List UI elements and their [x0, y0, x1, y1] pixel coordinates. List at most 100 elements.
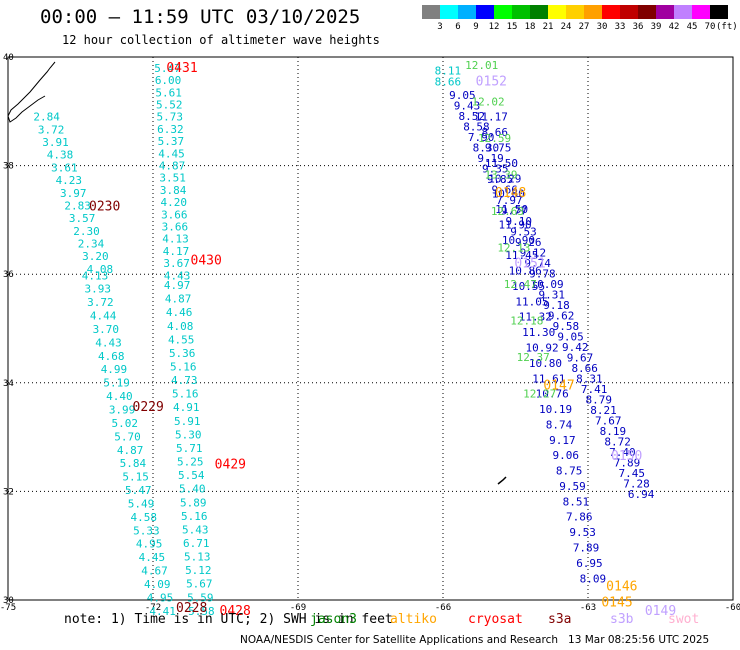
wave-height-value: 7.89: [614, 457, 641, 470]
colorbar-cell: [674, 5, 692, 19]
wave-height-value: 5.37: [158, 135, 185, 148]
wave-height-value: 7.89: [573, 542, 600, 555]
wave-height-value: 9.74: [524, 257, 551, 270]
wave-height-value: 7.45: [619, 467, 646, 480]
chart-title: 00:00 – 11:59 UTC 03/10/2025: [40, 6, 361, 28]
wave-height-value: 9.26: [515, 236, 542, 249]
wave-height-value: 2.83: [64, 199, 91, 212]
wave-height-value: 7.90: [468, 131, 495, 144]
wave-height-value: 5.33: [133, 524, 160, 537]
x-tick-label: -75: [0, 603, 16, 613]
pass-time-label: 0149: [645, 604, 676, 619]
colorbar-cell: [476, 5, 494, 19]
wave-height-value: 7.41: [581, 383, 608, 396]
wave-height-value: 4.58: [130, 511, 157, 524]
wave-height-value: 5.25: [177, 456, 204, 469]
wave-height-value: 5.47: [154, 62, 181, 75]
wave-height-value: 5.36: [169, 347, 196, 360]
wave-height-value: 4.46: [166, 306, 193, 319]
wave-height-value: 4.44: [90, 310, 117, 323]
wave-height-value: 3.20: [82, 250, 109, 263]
colorbar-cell: [656, 5, 674, 19]
wave-height-value: 3.66: [161, 208, 188, 221]
wave-height-value: 9.67: [567, 352, 594, 365]
pass-time-label: 0148: [495, 186, 526, 201]
wave-height-value: 4.43: [164, 269, 191, 282]
wave-height-value: 3.51: [159, 172, 186, 185]
wave-height-value: 9.78: [529, 268, 556, 281]
colorbar-label: 39: [650, 22, 662, 32]
wave-height-value: 3.66: [162, 220, 189, 233]
wave-height-value: 9.77: [501, 205, 528, 218]
wave-height-value: 5.71: [176, 442, 203, 455]
colorbar-label: 30: [596, 22, 608, 32]
x-tick-label: -63: [580, 603, 596, 613]
wave-height-value: 9.42: [562, 341, 589, 354]
wave-height-value: 4.17: [163, 245, 190, 258]
wave-height-value: 10.60: [492, 188, 525, 201]
wave-height-value: 8.11: [435, 65, 462, 78]
pass-time-label: 0431: [166, 61, 197, 76]
wave-height-value: 5.02: [112, 417, 139, 430]
wave-height-value: 6.94: [628, 488, 655, 501]
wave-height-value: 10.09: [530, 278, 563, 291]
wave-height-value: 3.61: [51, 161, 78, 174]
wave-height-value: 6.71: [183, 537, 210, 550]
colorbar-cell: [530, 5, 548, 19]
colorbar-label: 6: [455, 22, 461, 32]
y-tick-label: 30: [3, 596, 14, 606]
colorbar-cell: [692, 5, 710, 19]
pass-time-label: 0230: [89, 199, 120, 214]
y-tick-label: 40: [3, 53, 14, 63]
wave-height-value: 9.05: [449, 89, 476, 102]
wave-height-value: 12.18: [510, 315, 543, 328]
island: [497, 476, 507, 485]
wave-height-value: 3.97: [60, 187, 87, 200]
pass-time-label: 0151: [514, 256, 545, 271]
wave-height-value: 12.02: [472, 96, 505, 109]
wave-height-value: 3.72: [38, 123, 65, 136]
colorbar-cell: [422, 5, 440, 19]
wave-height-value: 5.49: [128, 497, 155, 510]
wave-height-value: 4.55: [168, 333, 195, 346]
wave-height-value: 5.16: [170, 361, 197, 374]
wave-height-value: 8.66: [435, 75, 462, 88]
colorbar-cell: [458, 5, 476, 19]
colorbar-label: 21: [542, 22, 554, 32]
colorbar-cell: [584, 5, 602, 19]
wave-height-value: 9.85: [487, 173, 514, 186]
wave-height-value: 5.54: [178, 469, 205, 482]
colorbar-cell: [494, 5, 512, 19]
colorbar-label: 24: [560, 22, 572, 32]
wave-height-value: 4.91: [173, 401, 200, 414]
wave-height-value: 5.73: [157, 111, 184, 124]
wave-height-value: 4.20: [161, 196, 188, 209]
wave-height-value: 12.13: [497, 242, 530, 255]
colorbar-label: 12: [488, 22, 500, 32]
wave-height-value: 4.87: [159, 159, 186, 172]
wave-height-value: 6.00: [155, 74, 182, 87]
colorbar-cell: [566, 5, 584, 19]
wave-height-value: 11.32: [519, 311, 552, 324]
wave-height-value: 10.55: [512, 280, 545, 293]
credit-timestamp: 13 Mar 08:25:56 UTC 2025: [568, 634, 710, 646]
wave-height-value: 4.87: [165, 293, 192, 306]
wave-height-value: 6.95: [576, 557, 603, 570]
wave-height-value: 11.50: [485, 157, 518, 170]
wave-height-value: 12.59: [478, 132, 511, 145]
wave-height-value: 2.30: [73, 225, 100, 238]
colorbar-label: 33: [614, 22, 626, 32]
wave-height-value: 9.53: [569, 526, 596, 539]
wave-height-value: 5.19: [103, 377, 130, 390]
colorbar-cell: [440, 5, 458, 19]
credit-text: NOAA/NESDIS Center for Satellite Applica…: [240, 634, 558, 646]
pass-time-label: 0229: [133, 400, 164, 415]
wave-height-value: 9.58: [553, 320, 580, 333]
wave-height-value: 4.95: [147, 591, 174, 604]
wave-height-value: 7.97: [496, 194, 523, 207]
wave-height-value: 8.09: [580, 572, 607, 585]
wave-height-value: 13.39: [484, 169, 517, 182]
wave-height-value: 8.52: [458, 110, 485, 123]
pass-time-label: 0145: [601, 596, 632, 611]
wave-height-value: 8.21: [590, 404, 617, 417]
